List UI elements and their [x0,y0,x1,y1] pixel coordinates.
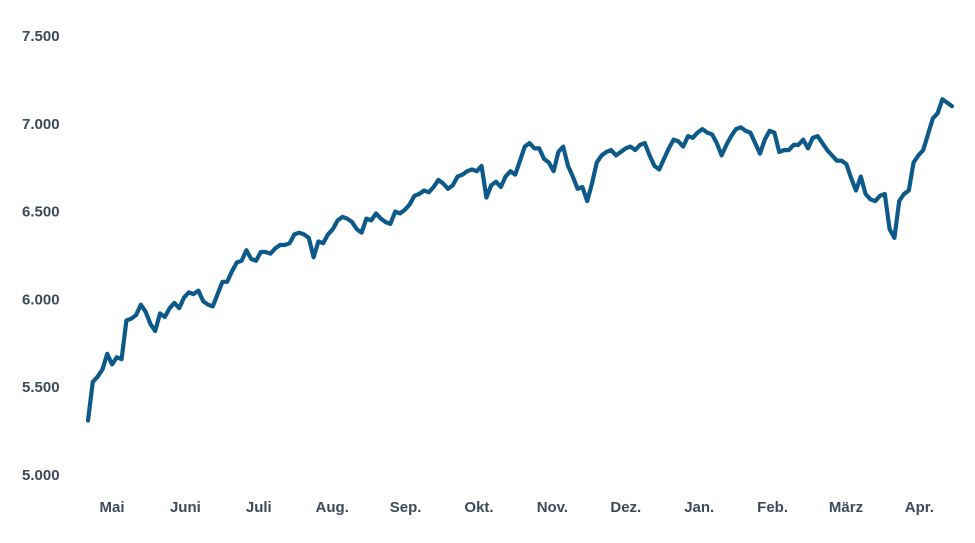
x-tick-label: Feb. [757,499,788,516]
y-tick-label: 5.500 [22,379,60,396]
x-tick-label: Dez. [610,499,641,516]
plot-area [85,97,955,423]
y-tick-label: 5.000 [22,467,60,484]
x-tick-label: Okt. [464,499,493,516]
y-tick-label: 6.000 [22,291,60,308]
y-tick-label: 7.500 [22,28,60,45]
x-tick-label: Sep. [390,499,422,516]
x-tick-label: Apr. [905,499,934,516]
x-tick-label: Juni [170,499,201,516]
y-tick-label: 6.500 [22,204,60,221]
x-tick-label: Aug. [316,499,349,516]
series-line [85,97,955,423]
y-tick-label: 7.000 [22,116,60,133]
x-tick-label: Mai [99,499,124,516]
y-axis: 5.000 5.500 6.000 6.500 7.000 7.500 [22,28,60,484]
x-tick-label: Nov. [537,499,568,516]
x-tick-label: Juli [246,499,272,516]
x-tick-label: März [829,499,863,516]
x-axis: Mai Juni Juli Aug. Sep. Okt. Nov. Dez. Jan. Feb. M… [99,499,934,516]
x-tick-label: Jan. [684,499,714,516]
